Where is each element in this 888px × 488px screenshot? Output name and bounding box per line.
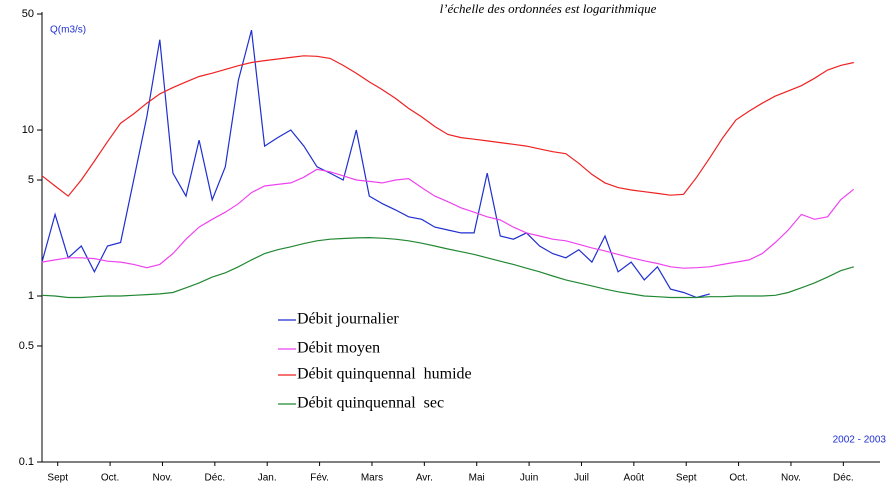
x-tick-label: Mars bbox=[361, 473, 383, 484]
x-tick-label: Fév. bbox=[310, 473, 329, 484]
series-line bbox=[41, 168, 855, 269]
y-tick-label: 0.5 bbox=[19, 340, 34, 352]
legend-label: Débit quinquennal sec bbox=[297, 395, 444, 412]
x-tick-label: Nov. bbox=[153, 473, 173, 484]
legend-label: Débit quinquennal humide bbox=[297, 366, 472, 383]
x-tick-label: Jan. bbox=[258, 473, 277, 484]
x-tick-label: Août bbox=[624, 473, 645, 484]
legend-label: Débit journalier bbox=[297, 311, 399, 328]
x-tick-label: Déc. bbox=[833, 473, 854, 484]
series-line bbox=[41, 55, 854, 197]
x-tick-label: Juin bbox=[520, 473, 538, 484]
legend-label: Débit moyen bbox=[297, 340, 380, 357]
y-tick-label: 0.1 bbox=[19, 456, 34, 468]
x-tick-label: Nov. bbox=[781, 473, 801, 484]
y-axis-label: Q(m3/s) bbox=[50, 25, 86, 36]
x-tick-label: Déc. bbox=[205, 473, 226, 484]
y-tick-label: 50 bbox=[22, 8, 34, 20]
x-tick-label: Oct. bbox=[101, 473, 119, 484]
x-tick-label: Sept bbox=[676, 473, 697, 484]
y-tick-label: 10 bbox=[22, 124, 34, 136]
series-line bbox=[41, 29, 710, 299]
x-tick-label: Mai bbox=[469, 473, 485, 484]
period-label: 2002 - 2003 bbox=[833, 435, 887, 446]
series-line bbox=[41, 236, 854, 299]
y-tick-label: 5 bbox=[28, 174, 34, 186]
y-tick-label: 1 bbox=[28, 290, 34, 302]
scale-note: l’échelle des ordonnées est logarithmiqu… bbox=[440, 1, 657, 16]
x-tick-label: Oct. bbox=[729, 473, 747, 484]
x-tick-label: Sept bbox=[47, 473, 68, 484]
x-tick-label: Juil bbox=[574, 473, 589, 484]
x-tick-label: Avr. bbox=[416, 473, 433, 484]
